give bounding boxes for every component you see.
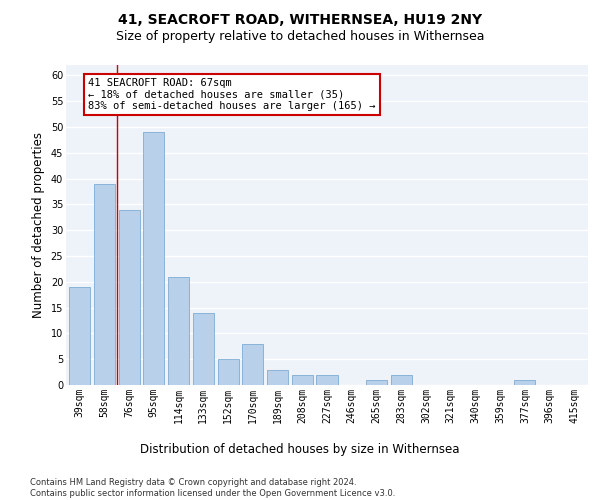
Bar [366, 380, 387, 385]
Text: Size of property relative to detached houses in Withernsea: Size of property relative to detached ho… [116, 30, 484, 43]
Y-axis label: Number of detached properties: Number of detached properties [32, 132, 45, 318]
Bar [193, 312, 214, 385]
Text: Contains HM Land Registry data © Crown copyright and database right 2024.
Contai: Contains HM Land Registry data © Crown c… [30, 478, 395, 498]
Bar [119, 210, 140, 385]
Bar [316, 374, 338, 385]
Bar [242, 344, 263, 385]
Bar [267, 370, 288, 385]
Bar [391, 374, 412, 385]
Bar [218, 359, 239, 385]
Text: 41, SEACROFT ROAD, WITHERNSEA, HU19 2NY: 41, SEACROFT ROAD, WITHERNSEA, HU19 2NY [118, 12, 482, 26]
Bar [168, 276, 189, 385]
Bar [292, 374, 313, 385]
Text: 41 SEACROFT ROAD: 67sqm
← 18% of detached houses are smaller (35)
83% of semi-de: 41 SEACROFT ROAD: 67sqm ← 18% of detache… [88, 78, 376, 111]
Bar [143, 132, 164, 385]
Bar [94, 184, 115, 385]
Bar [69, 287, 90, 385]
Text: Distribution of detached houses by size in Withernsea: Distribution of detached houses by size … [140, 442, 460, 456]
Bar [514, 380, 535, 385]
